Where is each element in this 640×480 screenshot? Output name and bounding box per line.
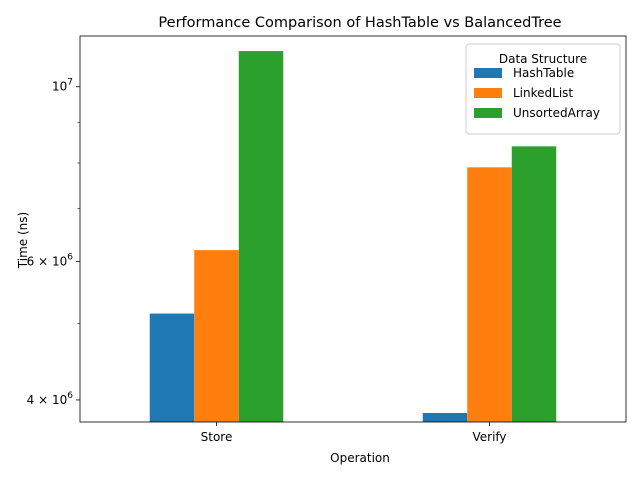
legend-swatch-unsortedarray [474,108,502,118]
legend-title: Data Structure [499,52,587,66]
plot-frame [79,35,627,423]
legend-label-unsortedarray: UnsortedArray [513,106,600,120]
y-axis: 4 × 106 6 × 106 107 [27,78,80,407]
y-tick-label: 4 × 106 [27,391,74,407]
bars-layer [149,51,557,423]
bar-store-unsortedarray [238,51,284,423]
x-tick-label-store: Store [201,430,233,444]
x-tick-label-verify: Verify [472,430,506,444]
legend-swatch-linkedlist [474,88,502,98]
bar-store-hashtable [149,313,195,422]
legend: Data Structure HashTable LinkedList Unsort… [465,43,621,135]
y-tick-label: 107 [52,78,73,94]
x-axis-label: Operation [330,451,390,465]
x-axis: Store Verify [201,422,507,444]
legend-box [465,43,621,135]
legend-swatch-hashtable [474,68,502,78]
bar-verify-linkedlist [467,167,512,422]
legend-items: HashTable LinkedList UnsortedArray [474,66,600,120]
legend-label-hashtable: HashTable [513,66,574,80]
chart-title: Performance Comparison of HashTable vs B… [158,15,561,31]
bar-verify-unsortedarray [511,146,557,422]
legend-label-linkedlist: LinkedList [513,86,573,100]
bar-store-linkedlist [194,250,239,422]
y-tick-label: 6 × 106 [27,252,74,268]
y-axis-label: Time (ns) [16,212,30,269]
bar-verify-hashtable [422,413,468,422]
